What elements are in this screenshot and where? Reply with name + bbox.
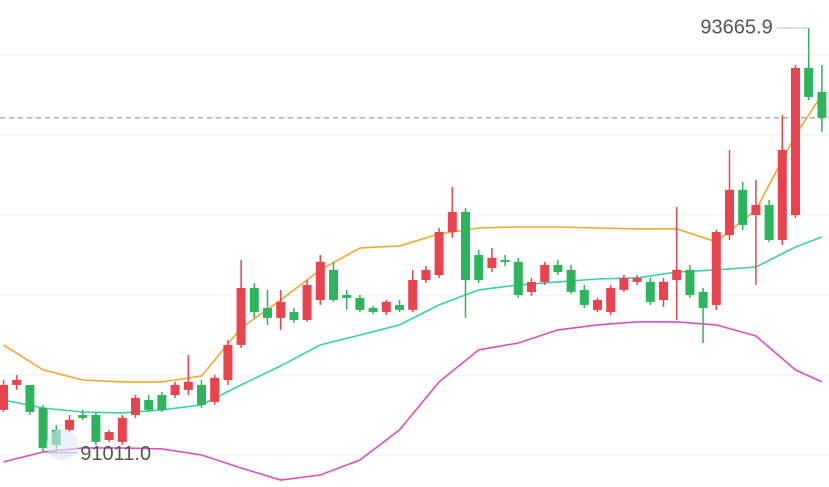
candle-body: [65, 419, 74, 430]
band-line: [3, 94, 823, 383]
candle-body: [738, 189, 748, 225]
candle-body: [593, 299, 602, 310]
candle-body: [91, 415, 101, 442]
candle-body: [659, 281, 668, 300]
candle-body: [434, 231, 444, 276]
candle-body: [461, 211, 470, 280]
candle-body: [78, 415, 88, 418]
candle-body: [447, 211, 457, 232]
candle-body: [817, 91, 827, 118]
min-label: 91011.0: [80, 443, 151, 465]
candle-body: [131, 397, 140, 416]
candle-body: [395, 304, 404, 310]
candle-body: [725, 189, 734, 236]
candle-body: [25, 384, 35, 412]
candle-body: [276, 301, 286, 318]
candle-body: [474, 255, 484, 280]
band-line: [3, 236, 823, 414]
candle-body: [302, 284, 312, 320]
band-line: [3, 321, 823, 481]
candle-body: [777, 149, 787, 240]
candle-body: [183, 381, 193, 390]
candle-body: [157, 395, 167, 410]
candle-body: [408, 279, 418, 310]
candle-body: [368, 307, 378, 312]
candle-body: [606, 287, 616, 312]
candle-body: [0, 384, 8, 410]
candle-body: [527, 281, 536, 292]
candle-body: [315, 261, 325, 300]
candle-body: [711, 231, 721, 305]
candle-body: [289, 311, 299, 320]
candle-body: [645, 281, 655, 302]
candle-body: [12, 379, 22, 385]
candle-body: [619, 277, 629, 290]
candle-body: [540, 264, 550, 282]
candle-body: [698, 291, 708, 308]
candle-body: [249, 287, 259, 312]
candle-body: [685, 269, 695, 296]
candle-body: [500, 259, 510, 262]
candle-body: [104, 431, 114, 440]
candle-body: [566, 269, 576, 292]
candle-body: [355, 297, 365, 310]
candle-body: [210, 377, 220, 402]
candle-body: [38, 407, 48, 448]
candle-body: [197, 384, 206, 405]
candle-body: [553, 264, 563, 272]
candle-body: [223, 344, 233, 380]
candle-body: [170, 384, 180, 396]
candle-body: [263, 307, 272, 318]
candle-body: [579, 289, 589, 305]
min-marker: [46, 428, 79, 461]
candle-body: [513, 261, 523, 296]
candle-body: [487, 257, 497, 268]
candle-body: [144, 399, 154, 410]
candle-body: [632, 277, 642, 282]
candle-body: [381, 301, 391, 312]
max-label: 93665.9: [700, 16, 772, 38]
candle-body: [751, 204, 761, 216]
candle-body: [236, 287, 246, 345]
candle-body: [421, 269, 431, 280]
grid: [0, 54, 829, 456]
candle-body: [672, 269, 682, 280]
candle-body: [764, 204, 774, 240]
candle-body: [117, 417, 127, 442]
candle-body: [791, 67, 800, 216]
candle-body: [342, 295, 352, 298]
candle-body: [804, 67, 814, 97]
candle-body: [329, 269, 338, 300]
